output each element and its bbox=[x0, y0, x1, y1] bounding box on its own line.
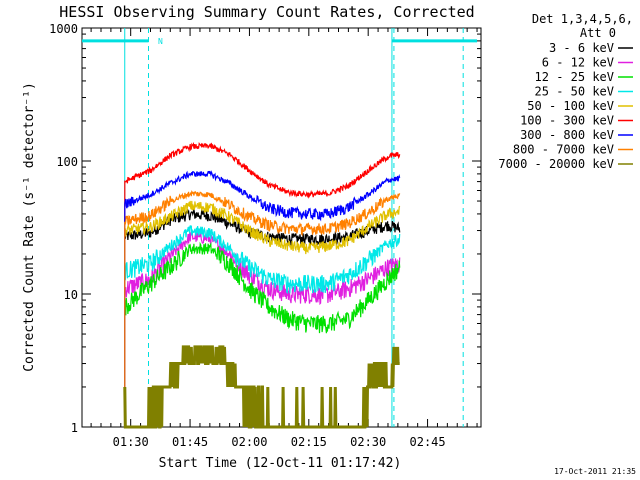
x-tick-label: 02:15 bbox=[291, 435, 327, 449]
x-axis: 01:30 01:45 02:00 02:15 02:30 02:45 bbox=[90, 28, 478, 449]
x-tick-label: 01:45 bbox=[172, 435, 208, 449]
night-marker: N bbox=[158, 37, 163, 46]
legend-label: 50 - 100 keV bbox=[527, 99, 614, 113]
series-line bbox=[124, 141, 401, 422]
legend-label: 800 - 7000 keV bbox=[513, 143, 614, 157]
series-layer bbox=[123, 141, 401, 429]
series-line bbox=[123, 345, 400, 429]
series-line bbox=[124, 241, 401, 422]
legend-label: 300 - 800 keV bbox=[520, 128, 614, 142]
y-axis-label: Corrected Count Rate (s⁻¹ detector⁻¹) bbox=[22, 82, 37, 372]
x-axis-label: Start Time (12-Oct-11 01:17:42) bbox=[159, 456, 402, 471]
x-tick-label: 02:00 bbox=[231, 435, 267, 449]
legend-title-line-1: Det 1,3,4,5,6, bbox=[532, 12, 633, 26]
footer-timestamp: 17-Oct-2011 21:35 bbox=[554, 467, 636, 476]
legend-label: 100 - 300 keV bbox=[520, 114, 614, 128]
chart-title: HESSI Observing Summary Count Rates, Cor… bbox=[59, 3, 474, 21]
y-tick-label: 100 bbox=[56, 155, 78, 169]
series-line bbox=[124, 190, 401, 422]
legend-label: 7000 - 20000 keV bbox=[498, 157, 614, 171]
series-line bbox=[124, 200, 401, 422]
y-tick-label: 1 bbox=[71, 421, 78, 435]
y-tick-label: 10 bbox=[64, 288, 78, 302]
legend-label: 3 - 6 keV bbox=[549, 41, 614, 55]
legend-label: 6 - 12 keV bbox=[542, 56, 614, 70]
x-tick-label: 01:30 bbox=[113, 435, 149, 449]
series-line bbox=[124, 225, 401, 422]
x-tick-label: 02:30 bbox=[350, 435, 386, 449]
legend-title-line-2: Att 0 bbox=[580, 26, 616, 40]
legend-label: 12 - 25 keV bbox=[535, 70, 614, 84]
y-axis: 1 10 100 1000 bbox=[49, 22, 481, 435]
x-tick-label: 02:45 bbox=[410, 435, 446, 449]
legend-label: 25 - 50 keV bbox=[535, 85, 614, 99]
series-line bbox=[124, 170, 401, 422]
y-tick-label: 1000 bbox=[49, 22, 78, 36]
